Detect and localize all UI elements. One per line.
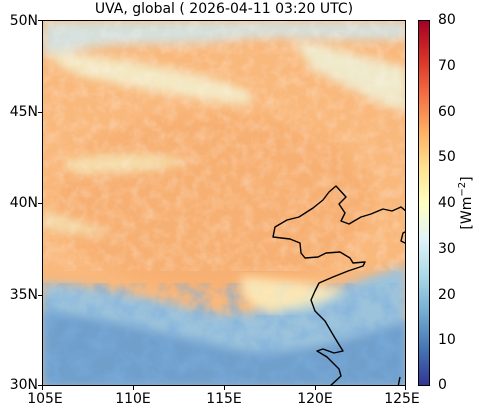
lat-tick: [38, 385, 42, 386]
cloud-region-south: [43, 266, 405, 385]
colorbar-unit-label: [Wm−2]: [457, 176, 475, 230]
colorbar-tick-label: 50: [438, 149, 456, 165]
lat-tick: [38, 203, 42, 204]
colorbar-tick-label: 60: [438, 104, 456, 120]
lon-tick: [315, 386, 316, 390]
lon-label: 110E: [115, 391, 151, 407]
colorbar-tick-label: 10: [438, 332, 456, 348]
lat-label: 40N: [9, 195, 38, 211]
lon-tick: [42, 386, 43, 390]
cloud-texture: [43, 21, 405, 271]
colorbar-tick-label: 20: [438, 287, 456, 303]
colorbar-tick-label: 0: [438, 377, 447, 393]
lat-label: 50N: [9, 13, 38, 29]
lat-tick: [38, 112, 42, 113]
lon-tick: [405, 386, 406, 390]
lon-label: 125E: [384, 391, 420, 407]
map-panel: [42, 20, 406, 386]
colorbar-tick-label: 70: [438, 58, 456, 74]
colorbar-tick-label: 80: [438, 12, 456, 28]
colorbar: [418, 20, 430, 386]
lon-tick: [224, 386, 225, 390]
lat-label: 35N: [9, 287, 38, 303]
lon-label: 115E: [206, 391, 242, 407]
lon-tick: [133, 386, 134, 390]
lon-label: 105E: [27, 391, 63, 407]
coastline: [272, 185, 405, 385]
lon-label: 120E: [297, 391, 333, 407]
lat-label: 45N: [9, 104, 38, 120]
colorbar-tick-label: 30: [438, 241, 456, 257]
lat-tick: [38, 20, 42, 21]
lat-tick: [38, 295, 42, 296]
lat-label: 30N: [9, 377, 38, 393]
map-title: UVA, global ( 2026-04-11 03:20 UTC): [94, 1, 354, 17]
colorbar-tick-label: 40: [438, 195, 456, 211]
